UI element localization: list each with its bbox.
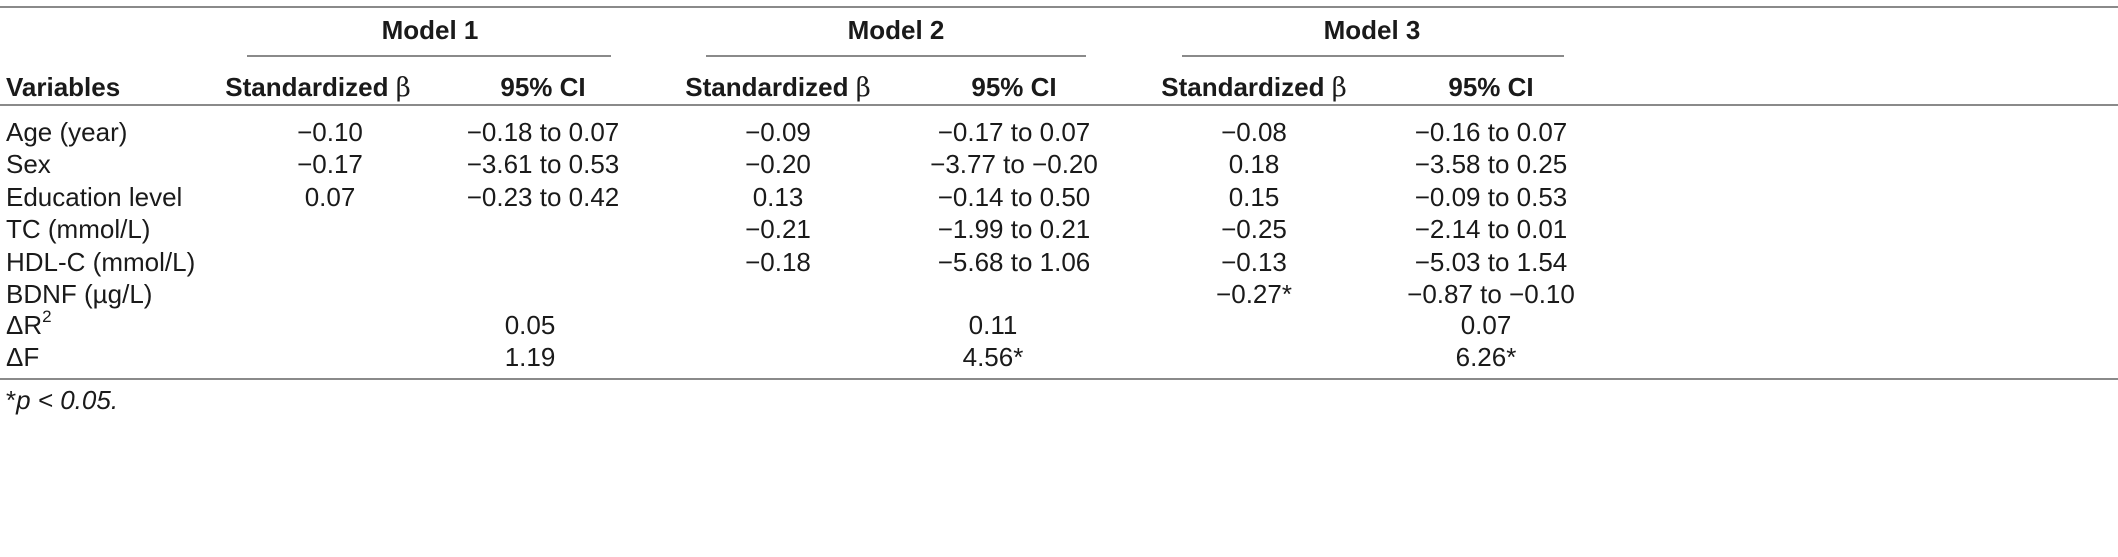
row-label: Age (year) [6, 117, 128, 147]
column-header-ci-1: 95% CI [500, 72, 586, 102]
column-header-beta-1: Standardized β [225, 72, 411, 103]
table-cell: −5.68 to 1.06 [937, 246, 1091, 277]
table-cell: −0.21 [745, 214, 811, 245]
table-cell: −0.13 [1221, 246, 1287, 277]
table-cell: −0.14 to 0.50 [937, 181, 1091, 212]
delta-f-model-1: 1.19 [504, 342, 556, 372]
table-cell: −0.87 to −0.10 [1407, 279, 1575, 309]
group-header-model-3: Model 3 [1323, 15, 1421, 45]
group-underline-model-3 [1182, 55, 1564, 57]
row-label: HDL-C (mmol/L) [6, 246, 196, 277]
delta-r2-model-1: 0.05 [504, 310, 556, 340]
table-cell: −0.17 [297, 149, 363, 180]
table-header-rule [0, 104, 2118, 106]
table-cell: −0.18 [745, 246, 811, 277]
table-cell: −5.03 to 1.54 [1414, 246, 1568, 277]
table-cell: −2.14 to 0.01 [1414, 214, 1568, 245]
table-cell: 0.18 [1228, 149, 1280, 180]
delta-f-model-3: 6.26* [1455, 342, 1517, 372]
column-header-variables: Variables [6, 72, 121, 102]
table-cell: −0.25 [1221, 214, 1287, 245]
column-header-ci-3: 95% CI [1448, 72, 1534, 102]
row-label: Sex [6, 149, 51, 180]
table-cell: 0.07 [304, 181, 356, 212]
column-header-ci-2: 95% CI [971, 72, 1057, 102]
table-cell: 0.13 [752, 181, 804, 212]
delta-r2-model-2: 0.11 [968, 310, 1018, 340]
table-cell: −0.16 to 0.07 [1414, 117, 1568, 147]
table-cell: −3.58 to 0.25 [1414, 149, 1568, 180]
table-cell: −0.08 [1221, 117, 1287, 147]
table-cell: 0.15 [1228, 181, 1280, 212]
row-label-delta-r2: ΔR2 [6, 307, 52, 340]
table-cell: −3.61 to 0.53 [466, 149, 620, 180]
column-header-beta-3: Standardized β [1161, 72, 1347, 103]
group-header-model-1: Model 1 [381, 15, 479, 45]
table-cell: −3.77 to −0.20 [930, 149, 1098, 180]
table-bottom-rule [0, 378, 2118, 380]
row-label: Education level [6, 181, 183, 212]
group-underline-model-2 [706, 55, 1086, 57]
row-label: TC (mmol/L) [6, 214, 151, 245]
table-cell: −0.09 [745, 117, 811, 147]
table-top-rule [0, 6, 2118, 8]
column-header-beta-2: Standardized β [685, 72, 871, 103]
row-label-delta-f: ΔF [6, 342, 40, 372]
table-cell: −0.17 to 0.07 [937, 117, 1091, 147]
table-cell: −0.27* [1216, 279, 1292, 309]
footnote: *p < 0.05. [6, 385, 119, 415]
table-cell: −1.99 to 0.21 [937, 214, 1091, 245]
delta-r2-model-3: 0.07 [1460, 310, 1512, 340]
group-underline-model-1 [247, 55, 611, 57]
delta-f-model-2: 4.56* [962, 342, 1024, 372]
group-header-model-2: Model 2 [847, 15, 945, 45]
table-cell: −0.18 to 0.07 [466, 117, 620, 147]
row-label: BDNF (µg/L) [6, 279, 153, 309]
table-cell: −0.20 [745, 149, 811, 180]
table-cell: −0.23 to 0.42 [466, 181, 620, 212]
table-cell: −0.09 to 0.53 [1414, 181, 1568, 212]
table-cell: −0.10 [297, 117, 363, 147]
